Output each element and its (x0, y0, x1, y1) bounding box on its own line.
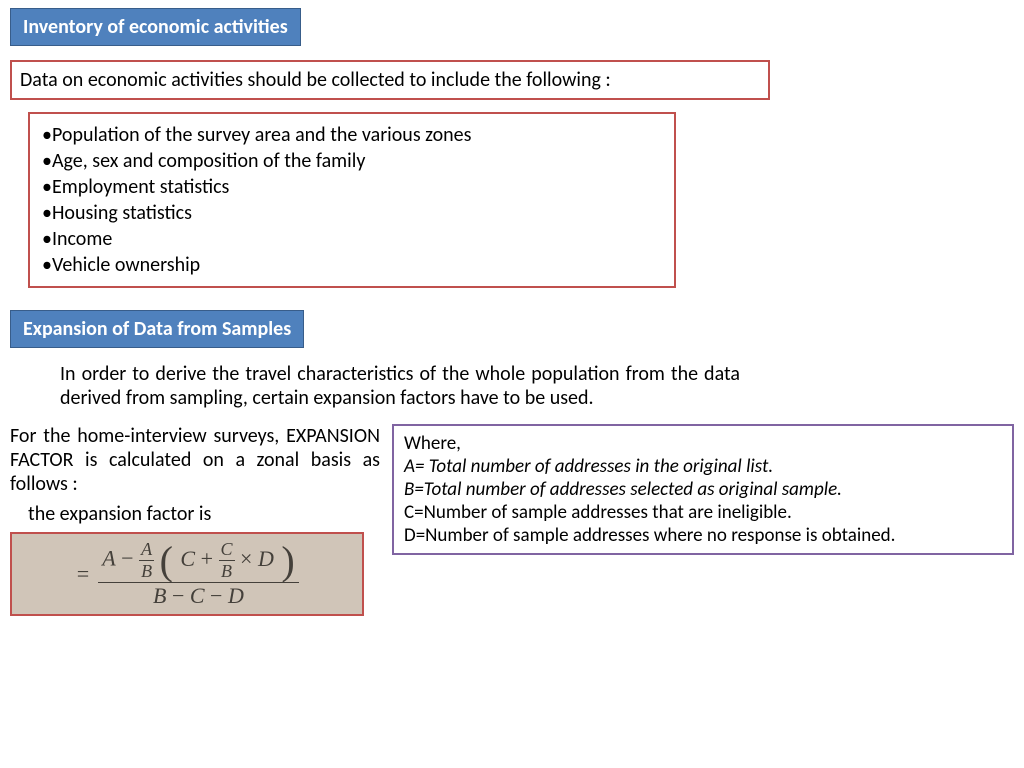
bullet-text: Age, sex and composition of the family (52, 149, 365, 173)
op-minus: − (210, 583, 222, 608)
section1-intro-box: Data on economic activities should be co… (10, 60, 770, 100)
bullet-item: •Age, sex and composition of the family (42, 148, 662, 174)
op-plus: + (201, 546, 213, 571)
var-D: D (258, 546, 274, 571)
def-B: B=Total number of addresses selected as … (404, 478, 1002, 501)
var-B: B (139, 561, 154, 582)
bullet-text: Housing statistics (52, 201, 192, 225)
left-sub: the expansion factor is (28, 502, 380, 526)
left-column: For the home-interview surveys, EXPANSIO… (10, 424, 380, 616)
denominator: B − C − D (98, 583, 298, 609)
op-minus: − (121, 546, 133, 571)
section1-title: Inventory of economic activities (23, 15, 288, 39)
left-sub-text: the expansion factor is (28, 502, 211, 526)
section2-para1: In order to derive the travel characteri… (60, 362, 740, 410)
section1-bullets-box: •Population of the survey area and the v… (28, 112, 676, 288)
def-A: A= Total number of addresses in the orig… (404, 455, 1002, 478)
bullet-text: Employment statistics (52, 175, 229, 199)
bullet-text: Vehicle ownership (52, 253, 200, 277)
var-A: A (139, 539, 154, 561)
right-column: Where, A= Total number of addresses in t… (392, 424, 1014, 555)
op-times: × (240, 546, 252, 571)
bullet-item: •Housing statistics (42, 200, 662, 226)
op-minus: − (172, 583, 184, 608)
bullet-item: •Employment statistics (42, 174, 662, 200)
section1-heading: Inventory of economic activities (10, 8, 301, 46)
var-B: B (153, 583, 166, 608)
var-C: C (190, 583, 205, 608)
lower-row: For the home-interview surveys, EXPANSIO… (10, 424, 1014, 616)
paren-open: ( (160, 541, 173, 581)
bullet-text: Income (52, 227, 112, 251)
bullet-text: Population of the survey area and the va… (52, 123, 471, 147)
var-A: A (102, 546, 115, 571)
where-label: Where, (404, 432, 1002, 455)
var-C: C (180, 546, 195, 571)
numerator: A − A B ( C + C B × D (98, 539, 298, 583)
section1-intro: Data on economic activities should be co… (20, 68, 611, 92)
equals-sign: = (75, 561, 90, 587)
section2-heading: Expansion of Data from Samples (10, 310, 304, 348)
var-C: C (219, 539, 235, 561)
left-para-text: For the home-interview surveys, EXPANSIO… (10, 424, 380, 496)
formula-box: = A − A B ( C + C B (10, 532, 364, 616)
main-fraction: A − A B ( C + C B × D (98, 539, 298, 609)
var-D: D (228, 583, 244, 608)
left-para: For the home-interview surveys, EXPANSIO… (10, 424, 380, 496)
para-text: In order to derive the travel characteri… (60, 362, 740, 410)
bullet-item: •Population of the survey area and the v… (42, 122, 662, 148)
frac-AB: A B (139, 539, 154, 582)
def-C: C=Number of sample addresses that are in… (404, 501, 1002, 524)
where-box: Where, A= Total number of addresses in t… (392, 424, 1014, 555)
def-D: D=Number of sample addresses where no re… (404, 524, 1002, 547)
bullet-item: •Income (42, 226, 662, 252)
paren-close: ) (281, 541, 294, 581)
var-B: B (219, 561, 235, 582)
section2-title: Expansion of Data from Samples (23, 317, 291, 341)
bullet-item: •Vehicle ownership (42, 252, 662, 278)
frac-CB: C B (219, 539, 235, 582)
